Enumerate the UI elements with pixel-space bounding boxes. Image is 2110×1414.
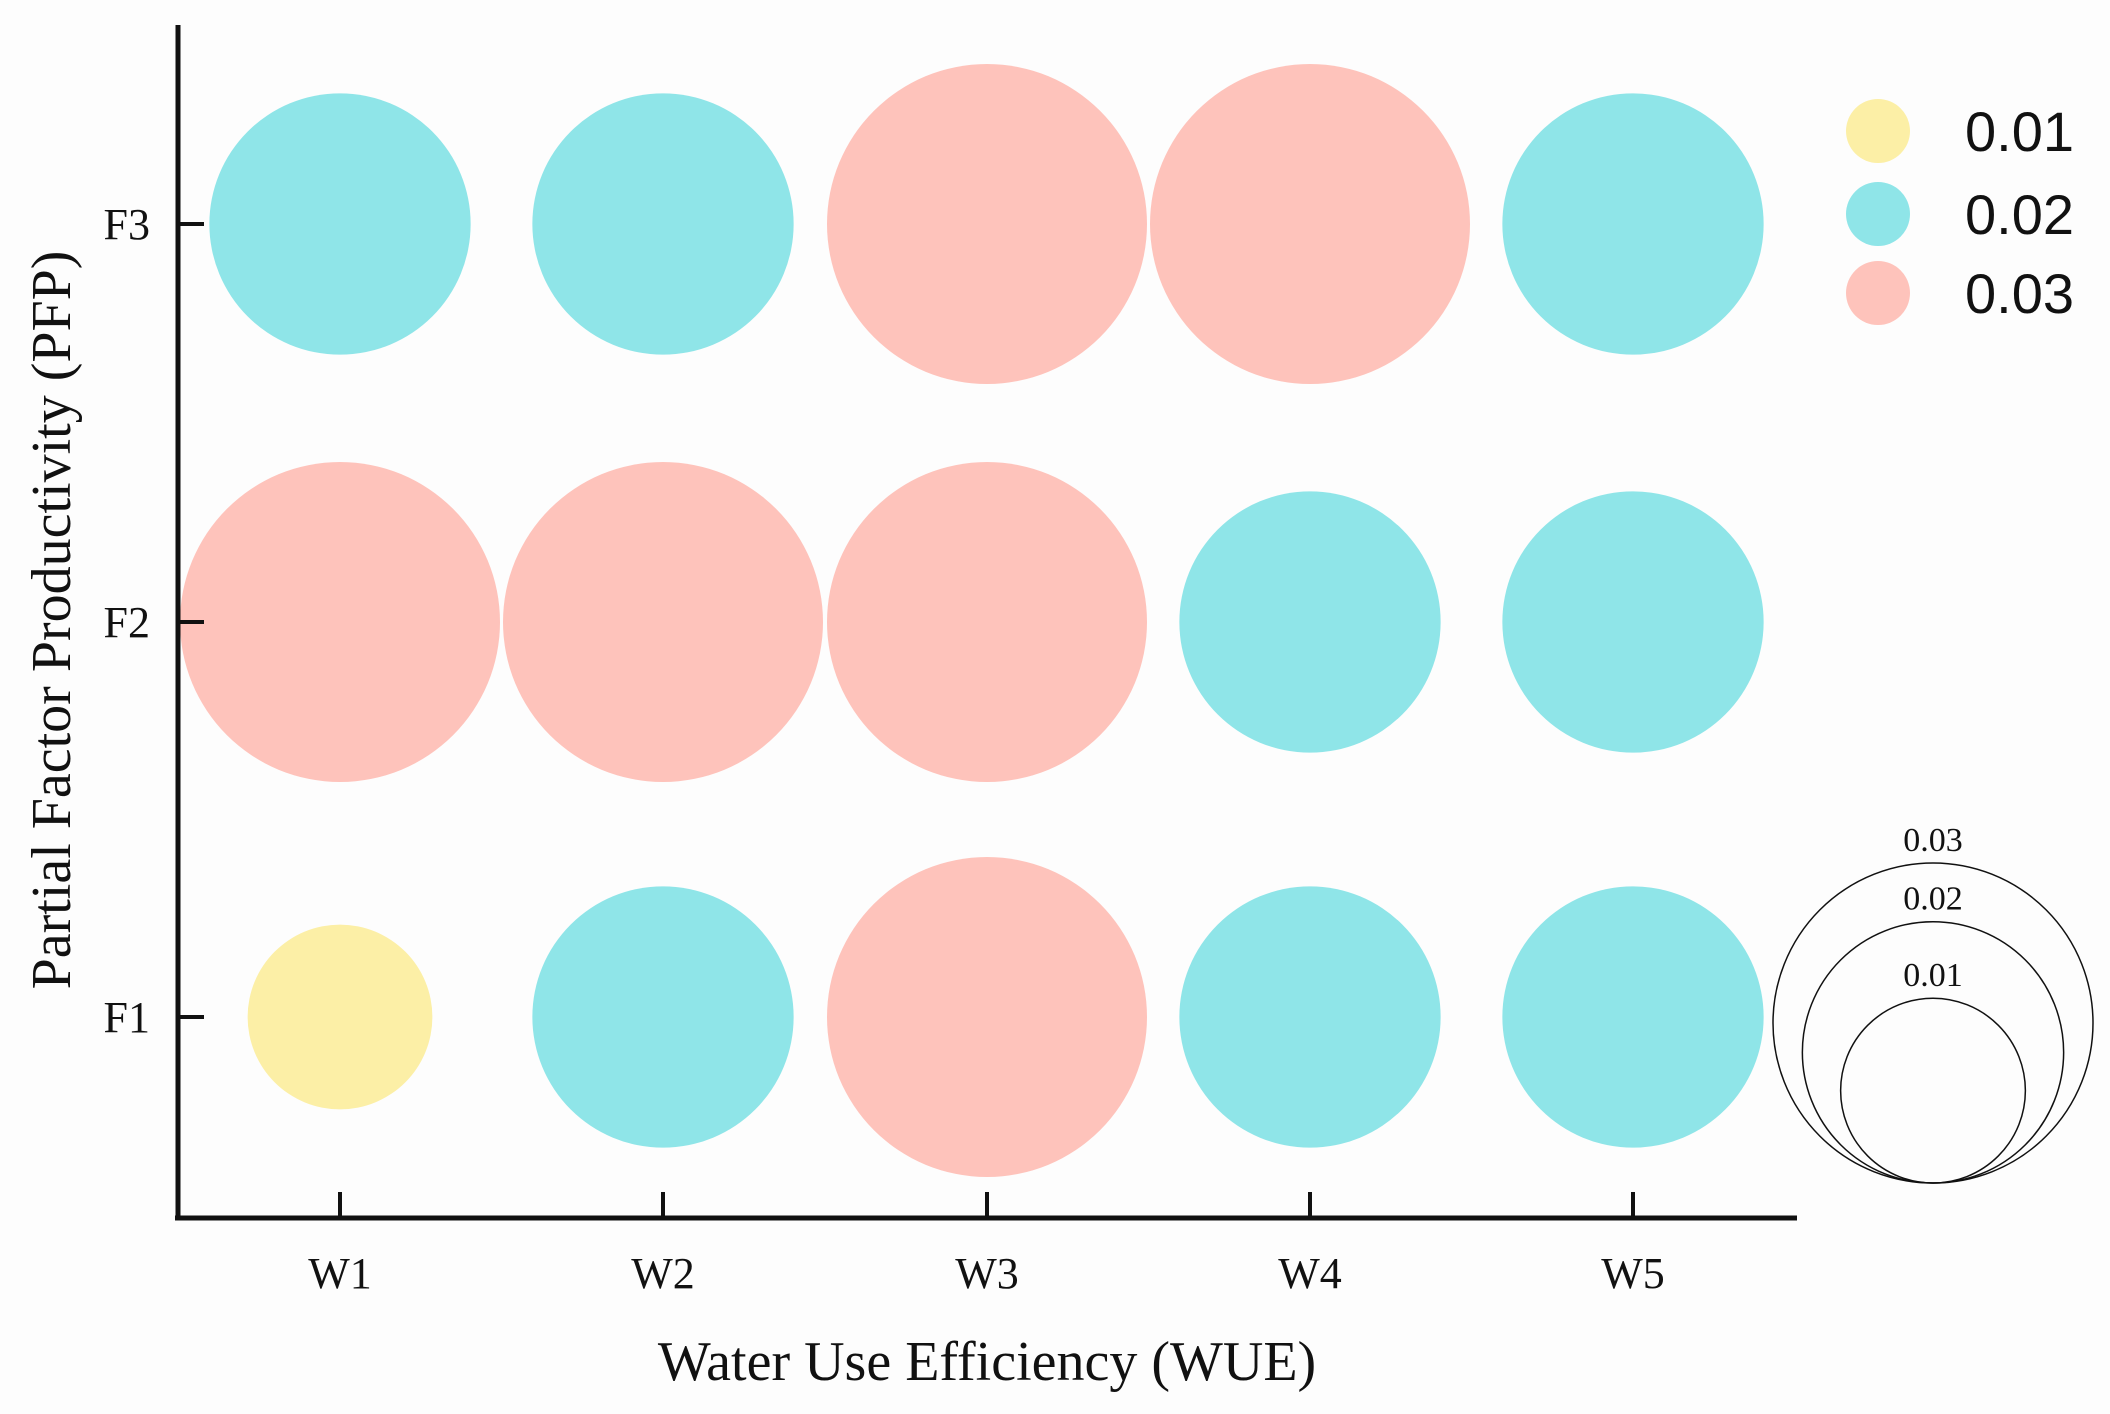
- bubble-w1-f3: [209, 93, 471, 355]
- bubble-w1-f1: [247, 924, 433, 1110]
- legend-label: 0.02: [1965, 183, 2074, 246]
- bubble-w3-f1: [827, 857, 1147, 1177]
- y-tick-label: F3: [104, 200, 150, 249]
- size-legend-label: 0.03: [1903, 822, 1963, 859]
- size-legend-label: 0.02: [1903, 881, 1963, 918]
- x-tick-label: W2: [631, 1249, 695, 1298]
- color-legend: 0.01 0.02 0.03: [1846, 99, 2074, 325]
- legend-label: 0.01: [1965, 100, 2074, 163]
- bubble-layer: [180, 64, 1764, 1177]
- bubble-w4-f2: [1179, 491, 1441, 753]
- bubble-w5-f2: [1502, 491, 1764, 753]
- legend-label: 0.03: [1965, 262, 2074, 325]
- bubble-w3-f2: [827, 462, 1147, 782]
- bubble-w4-f3: [1150, 64, 1470, 384]
- bubble-w5-f1: [1502, 886, 1764, 1148]
- bubble-w1-f2: [180, 462, 500, 782]
- x-ticks: W1 W2 W3 W4 W5: [308, 1192, 1665, 1298]
- y-axis-title: Partial Factor Productivity (PFP): [21, 251, 83, 990]
- y-tick-label: F1: [104, 993, 150, 1042]
- x-tick-label: W5: [1601, 1249, 1665, 1298]
- bubble-w5-f3: [1502, 93, 1764, 355]
- size-legend-label: 0.01: [1903, 957, 1963, 994]
- x-tick-label: W1: [308, 1249, 372, 1298]
- bubble-w2-f1: [532, 886, 794, 1148]
- bubble-w3-f3: [827, 64, 1147, 384]
- bubble-w4-f1: [1179, 886, 1441, 1148]
- size-legend-circle: [1839, 997, 2027, 1184]
- bubble-w2-f3: [532, 93, 794, 355]
- x-tick-label: W4: [1278, 1249, 1342, 1298]
- x-axis-title: Water Use Efficiency (WUE): [658, 1331, 1316, 1393]
- legend-swatch: [1846, 182, 1910, 246]
- bubble-w2-f2: [503, 462, 823, 782]
- legend-swatch: [1846, 261, 1910, 325]
- size-legend: 0.03 0.02 0.01: [1772, 822, 2094, 1184]
- y-ticks: F1 F2 F3: [104, 200, 204, 1042]
- y-tick-label: F2: [104, 598, 150, 647]
- legend-swatch: [1846, 99, 1910, 163]
- x-tick-label: W3: [955, 1249, 1019, 1298]
